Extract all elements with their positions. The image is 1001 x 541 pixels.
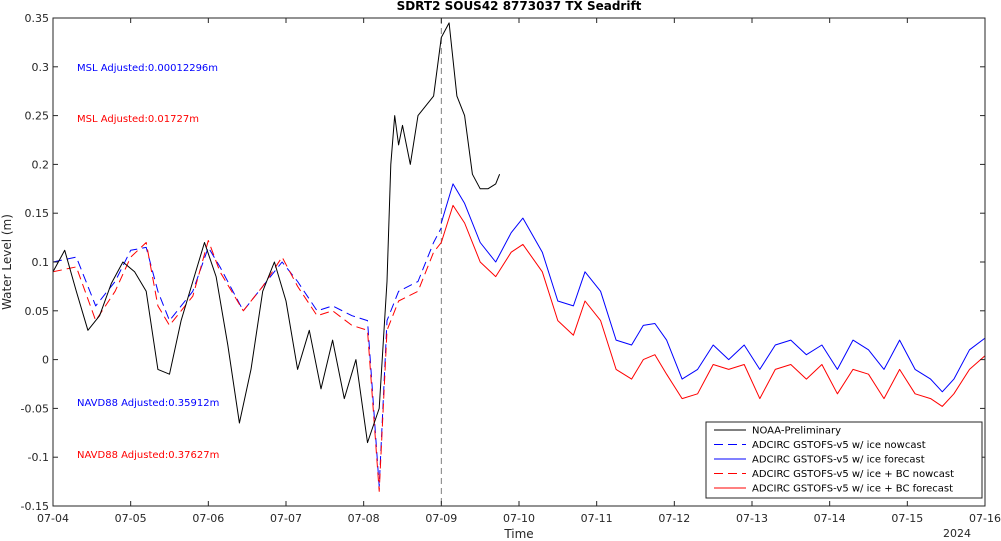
legend-label: ADCIRC GSTOFS-v5 w/ ice nowcast [752,440,926,451]
x-tick-label: 07-05 [115,512,147,525]
x-tick-label: 07-08 [348,512,380,525]
x-tick-label: 07-13 [736,512,768,525]
y-tick-label: 0.05 [25,305,50,318]
x-tick-label: 07-06 [192,512,224,525]
x-tick-label: 07-04 [37,512,69,525]
x-tick-label: 07-11 [581,512,613,525]
offset-annotation: MSL Adjusted:0.00012296m [77,63,218,74]
legend: NOAA-Preliminary ADCIRC GSTOFS-v5 w/ ice … [705,421,983,499]
legend-label: ADCIRC GSTOFS-v5 w/ ice forecast [752,455,925,466]
y-tick-label: -0.1 [28,451,49,464]
chart-title: SDRT2 SOUS42 8773037 TX Seadrift [397,0,642,13]
legend-label: ADCIRC GSTOFS-v5 w/ ice + BC nowcast [752,469,954,480]
y-tick-label: 0 [42,354,49,367]
x-tick-label: 07-07 [270,512,302,525]
series-line [440,204,986,407]
series-line [52,240,442,492]
x-tick-label: 07-14 [814,512,846,525]
x-tick-label: 07-16 [969,512,1001,525]
series-line [52,22,501,444]
offset-annotation: NAVD88 Adjusted:0.37627m [77,450,219,461]
y-tick-label: -0.15 [21,500,49,513]
year-label: 2024 [943,527,971,540]
y-tick-label: -0.05 [21,402,49,415]
x-tick-label: 07-09 [425,512,457,525]
y-axis-label: Water Level (m) [0,214,14,310]
series-line [440,183,986,393]
x-tick-label: 07-12 [658,512,690,525]
x-axis-label: Time [503,527,533,541]
y-tick-label: 0.15 [25,207,50,220]
legend-box [705,421,983,499]
y-tick-label: 0.25 [25,110,50,123]
legend-label: ADCIRC GSTOFS-v5 w/ ice + BC forecast [752,484,953,495]
y-tick-label: 0.3 [32,61,50,74]
offset-annotation: MSL Adjusted:0.01727m [77,114,199,125]
legend-label: NOAA-Preliminary [752,426,841,437]
y-tick-label: 0.35 [25,12,50,25]
y-tick-label: 0.1 [32,256,50,269]
x-tick-label: 07-15 [891,512,923,525]
y-tick-label: 0.2 [32,158,50,171]
x-tick-label: 07-10 [503,512,535,525]
offset-annotation: NAVD88 Adjusted:0.35912m [77,398,219,409]
series-line [52,227,442,487]
